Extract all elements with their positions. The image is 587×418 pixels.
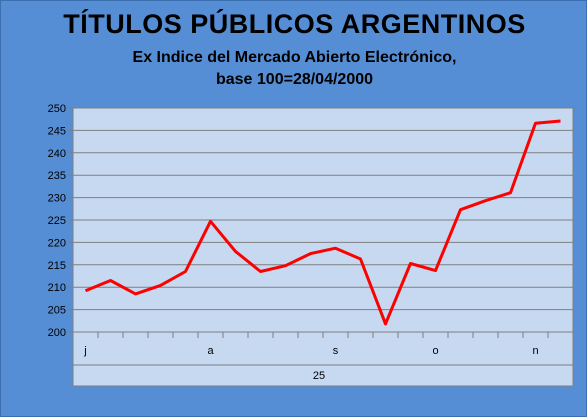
- y-tick-label: 225: [48, 215, 66, 227]
- y-tick-label: 250: [48, 103, 66, 115]
- y-tick-label: 240: [48, 148, 66, 160]
- y-tick-label: 235: [48, 170, 66, 182]
- y-tick-label: 220: [48, 237, 66, 249]
- y-tick-label: 205: [48, 305, 66, 317]
- gridlines: [73, 129, 573, 311]
- category-band: [72, 331, 574, 387]
- series-line: [84, 119, 561, 326]
- y-axis: 200 205 210 215 220 225 230 235 240 245 250: [48, 103, 73, 339]
- x-tick-label: a: [207, 345, 214, 357]
- y-tick-label: 200: [48, 327, 66, 339]
- chart-title: TÍTULOS PÚBLICOS ARGENTINOS: [63, 9, 526, 39]
- chart-subtitle-line-2: base 100=28/04/2000: [215, 71, 374, 88]
- y-tick-label: 245: [48, 125, 66, 137]
- x-tick-label: j: [83, 345, 86, 357]
- y-tick-label: 215: [48, 260, 66, 272]
- x-axis: 25 j a s o n: [72, 331, 574, 387]
- y-tick-label: 210: [48, 282, 66, 294]
- x-tick-label: o: [432, 345, 438, 357]
- x-tick-label: s: [333, 345, 339, 357]
- series-layer: [84, 119, 561, 326]
- x-tick-label: n: [532, 345, 538, 357]
- chart-subtitle-line-1: Ex Indice del Mercado Abierto Electrónic…: [132, 49, 457, 66]
- y-tick-label: 230: [48, 193, 66, 205]
- x-year-label: 25: [313, 370, 325, 382]
